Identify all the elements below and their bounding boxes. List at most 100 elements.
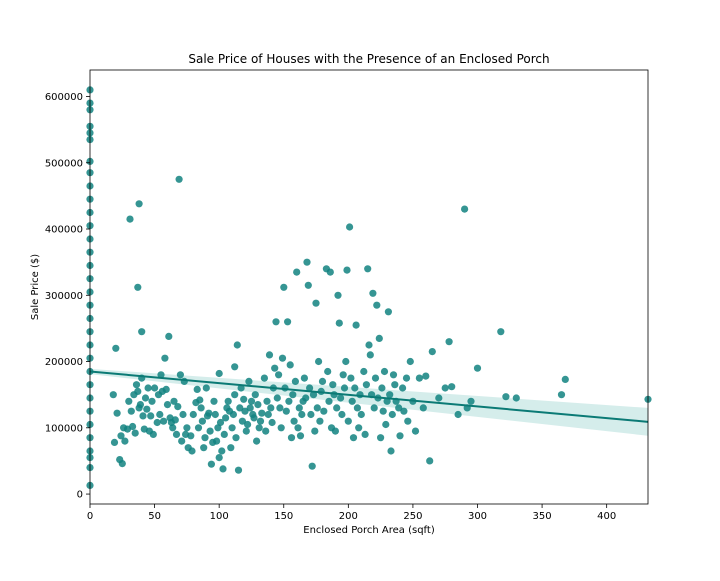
data-point: [265, 351, 274, 359]
chart-title: Sale Price of Houses with the Presence o…: [188, 52, 549, 66]
data-point: [467, 397, 475, 405]
data-point: [134, 387, 142, 395]
data-point: [371, 374, 380, 382]
data-point: [435, 394, 443, 402]
data-point: [236, 404, 244, 412]
data-point: [357, 410, 365, 419]
data-point: [377, 434, 385, 442]
data-point: [426, 457, 434, 465]
data-point: [396, 432, 404, 440]
data-point: [352, 321, 360, 329]
data-point: [220, 430, 228, 438]
data-point: [360, 367, 368, 376]
data-point: [289, 391, 297, 399]
data-point: [296, 432, 305, 440]
data-point: [561, 375, 569, 383]
data-point: [113, 409, 121, 417]
data-point: [355, 424, 363, 432]
data-point: [389, 371, 398, 379]
data-point: [147, 412, 155, 420]
data-point: [229, 410, 237, 419]
data-point: [213, 437, 221, 445]
x-tick-label: 300: [468, 511, 487, 522]
data-point: [316, 417, 324, 425]
data-point: [378, 384, 386, 392]
data-point: [342, 357, 350, 366]
data-point: [141, 394, 150, 402]
data-point: [202, 384, 210, 392]
data-point: [162, 385, 170, 393]
data-point: [404, 417, 412, 425]
data-point: [329, 381, 337, 389]
data-point: [387, 447, 395, 455]
confidence-band-layer: [90, 368, 648, 436]
data-point: [351, 384, 359, 392]
data-point: [277, 424, 285, 432]
data-point: [375, 334, 383, 342]
data-point: [308, 462, 316, 470]
data-point: [364, 265, 372, 273]
data-point: [278, 354, 287, 362]
data-point: [247, 397, 256, 405]
data-point: [251, 391, 259, 399]
data-point: [231, 363, 239, 371]
data-point: [135, 200, 143, 208]
data-point: [175, 175, 183, 183]
data-point: [117, 432, 125, 440]
data-point: [227, 444, 235, 452]
data-point: [263, 397, 271, 405]
y-tick-label: 400000: [45, 225, 83, 236]
data-point: [272, 318, 280, 326]
data-point: [365, 341, 373, 349]
data-point: [312, 299, 320, 307]
data-point: [307, 410, 315, 419]
data-point: [293, 268, 301, 276]
data-point: [218, 447, 226, 455]
data-point: [139, 412, 147, 420]
data-point: [298, 410, 306, 419]
data-point: [391, 381, 399, 389]
data-point: [157, 371, 165, 379]
data-point: [112, 344, 120, 352]
y-axis-label: Sale Price ($): [30, 254, 41, 320]
data-point: [419, 404, 427, 412]
data-point: [174, 403, 182, 411]
x-tick-label: 200: [339, 511, 358, 522]
data-point: [380, 367, 389, 376]
data-point: [285, 397, 293, 405]
data-point: [262, 427, 270, 435]
data-point: [428, 348, 436, 356]
x-tick-label: 400: [597, 511, 616, 522]
data-point: [216, 418, 225, 427]
data-point: [461, 205, 469, 213]
data-point: [379, 407, 387, 415]
data-point: [324, 367, 332, 376]
data-point: [161, 354, 169, 362]
data-point: [233, 341, 241, 349]
data-point: [260, 374, 268, 382]
data-point: [402, 374, 411, 382]
data-point: [302, 394, 310, 402]
axes-layer: 0 50 100 150 200 250 300 350 400 0 100000 200000 300…: [45, 69, 649, 522]
data-point: [473, 364, 482, 372]
data-point: [320, 407, 328, 415]
data-point: [241, 407, 249, 415]
data-point: [383, 397, 391, 405]
data-point: [240, 395, 248, 403]
data-point: [196, 396, 204, 404]
data-point: [448, 383, 456, 391]
data-point: [395, 404, 403, 412]
data-point: [170, 397, 178, 405]
data-point: [273, 394, 281, 402]
data-point: [340, 384, 349, 392]
data-point: [422, 372, 430, 380]
data-point: [254, 401, 262, 409]
data-point: [353, 404, 361, 412]
data-point: [198, 417, 206, 425]
data-point: [362, 381, 370, 389]
data-point: [234, 466, 243, 474]
y-tick-label: 100000: [45, 423, 83, 434]
data-point: [291, 377, 299, 385]
y-tick-label: 200000: [45, 357, 83, 368]
data-point: [370, 404, 378, 412]
